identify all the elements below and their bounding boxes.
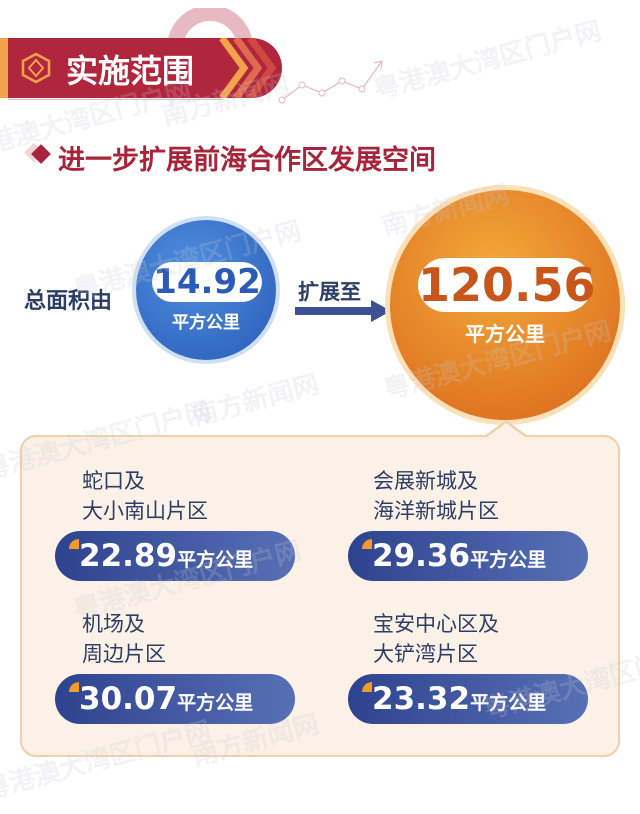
district-label: 蛇口及 大小南山片区 [82,466,208,526]
district-label: 会展新城及海洋新城片区 [373,466,499,526]
subtitle: 进一步扩展前海合作区发展空间 [58,145,436,176]
from-label: 总面积由 [24,289,113,314]
district-area-pill: 29.36平方公里 [348,531,588,581]
chevron-decoration-icon [219,38,277,98]
district-label-line: 大铲湾片区 [373,642,478,666]
district-area-unit: 平方公里 [177,549,254,571]
expanded-area-value: 120.56 [418,258,596,312]
corner-accent-icon [362,539,372,549]
banner-underline [8,99,223,100]
trend-line-icon [278,60,383,104]
district-label-line: 大小南山片区 [82,499,208,523]
diamond-bullet-icon [31,144,51,164]
expanded-area-unit: 平方公里 [465,322,545,346]
section-title: 实施范围 [66,52,195,90]
district-label-line: 宝安中心区及 [373,612,499,636]
corner-accent-icon [69,682,79,692]
corner-accent-icon [362,682,372,692]
section-banner: 实施范围 [0,38,282,98]
watermark: 南方新闻网 [188,369,323,433]
district-area-unit: 平方公里 [177,692,254,714]
arrow-right-icon [295,300,391,322]
original-area-circle: 14.92 平方公里 [136,220,276,360]
district-label-line: 机场及 [82,612,145,636]
original-area-value: 14.92 [152,262,262,302]
district-label: 宝安中心区及 大铲湾片区 [373,609,499,669]
district-area-value: 29.36 [372,538,471,574]
decorative-pie-icon [167,8,253,48]
expanded-area-circle: 120.56 平方公里 [390,190,620,420]
district-label-line: 海洋新城片区 [373,499,499,523]
panel-notch-fill [487,423,525,437]
district-area-pill: 23.32平方公里 [348,674,588,724]
district-area-value: 22.89 [79,538,178,574]
district-label-line: 周边片区 [82,642,166,666]
watermark: 粤港澳大湾区门户网 [370,16,605,106]
district-area-value: 23.32 [372,681,471,717]
district-label-line: 会展新城及 [373,469,478,493]
district-label-line: 蛇口及 [82,469,145,493]
district-label: 机场及 周边片区 [82,609,166,669]
hexagon-logo-icon [21,52,51,84]
district-area-value: 30.07 [79,681,178,717]
original-area-unit: 平方公里 [172,313,240,333]
district-area-unit: 平方公里 [470,692,547,714]
district-area-pill: 22.89平方公里 [55,531,295,581]
corner-accent-icon [69,539,79,549]
district-area-unit: 平方公里 [470,549,547,571]
district-area-pill: 30.07平方公里 [55,674,295,724]
to-label: 扩展至 [298,280,361,304]
